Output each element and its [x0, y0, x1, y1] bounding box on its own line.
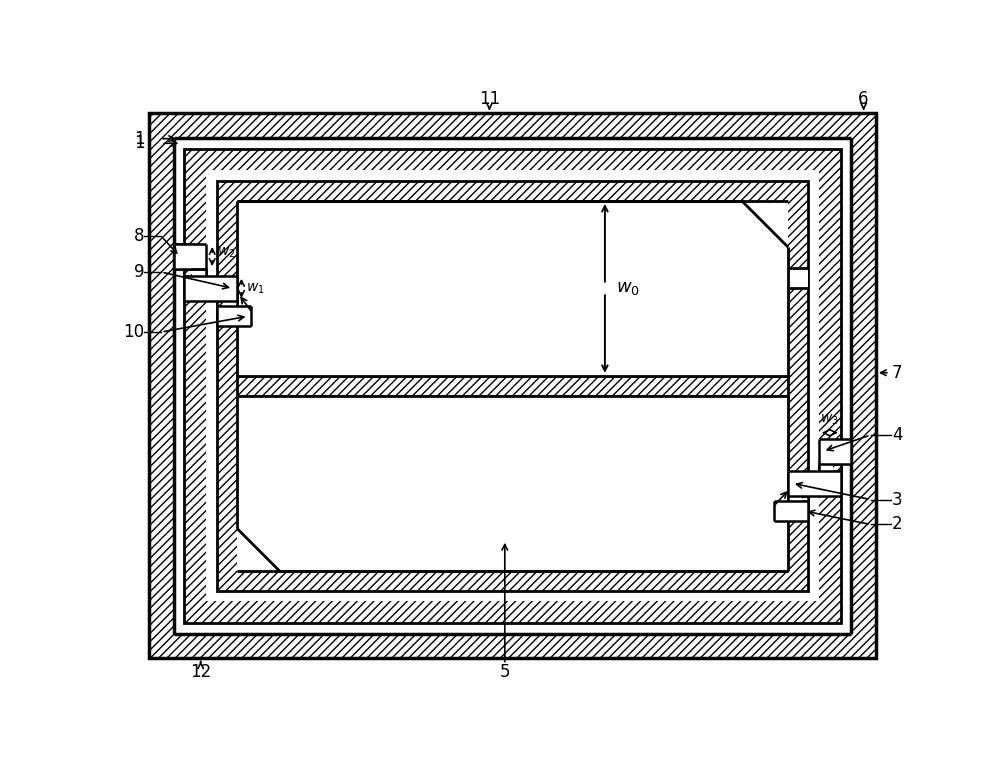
Bar — [174, 138, 851, 634]
Bar — [819, 464, 833, 471]
Text: 9: 9 — [134, 263, 144, 281]
Bar — [788, 496, 802, 501]
Text: 1: 1 — [134, 130, 144, 147]
Bar — [217, 301, 237, 306]
Text: $w_1$: $w_1$ — [246, 281, 265, 296]
Bar — [237, 376, 788, 396]
Text: 2: 2 — [892, 516, 903, 533]
Bar — [223, 301, 237, 306]
Text: 8: 8 — [134, 228, 144, 245]
Bar — [174, 244, 195, 269]
Text: 5: 5 — [500, 663, 510, 681]
Bar — [184, 149, 841, 623]
Text: 6: 6 — [858, 90, 869, 108]
Bar — [819, 439, 851, 464]
Text: 1: 1 — [134, 134, 144, 152]
Text: 4: 4 — [892, 426, 903, 444]
Bar — [237, 396, 788, 571]
Text: $w_3$: $w_3$ — [820, 412, 839, 426]
Bar — [217, 181, 808, 591]
Text: $w_0$: $w_0$ — [616, 280, 640, 297]
Bar — [774, 501, 808, 520]
Text: 7: 7 — [891, 364, 902, 382]
Text: 3: 3 — [892, 490, 903, 509]
Text: 11: 11 — [479, 90, 500, 108]
Bar — [788, 496, 808, 501]
Bar — [788, 267, 808, 289]
Bar — [788, 471, 841, 496]
Text: $w_2$: $w_2$ — [217, 245, 235, 260]
Text: 10: 10 — [123, 323, 144, 341]
Bar — [174, 244, 206, 269]
Bar — [192, 269, 206, 276]
Bar — [819, 464, 841, 471]
Bar — [217, 306, 251, 325]
Bar — [184, 269, 206, 276]
Bar — [206, 170, 819, 601]
Text: 12: 12 — [190, 663, 211, 681]
Bar — [237, 201, 788, 571]
Bar — [174, 244, 195, 269]
Bar — [237, 201, 788, 376]
Bar — [184, 276, 237, 301]
